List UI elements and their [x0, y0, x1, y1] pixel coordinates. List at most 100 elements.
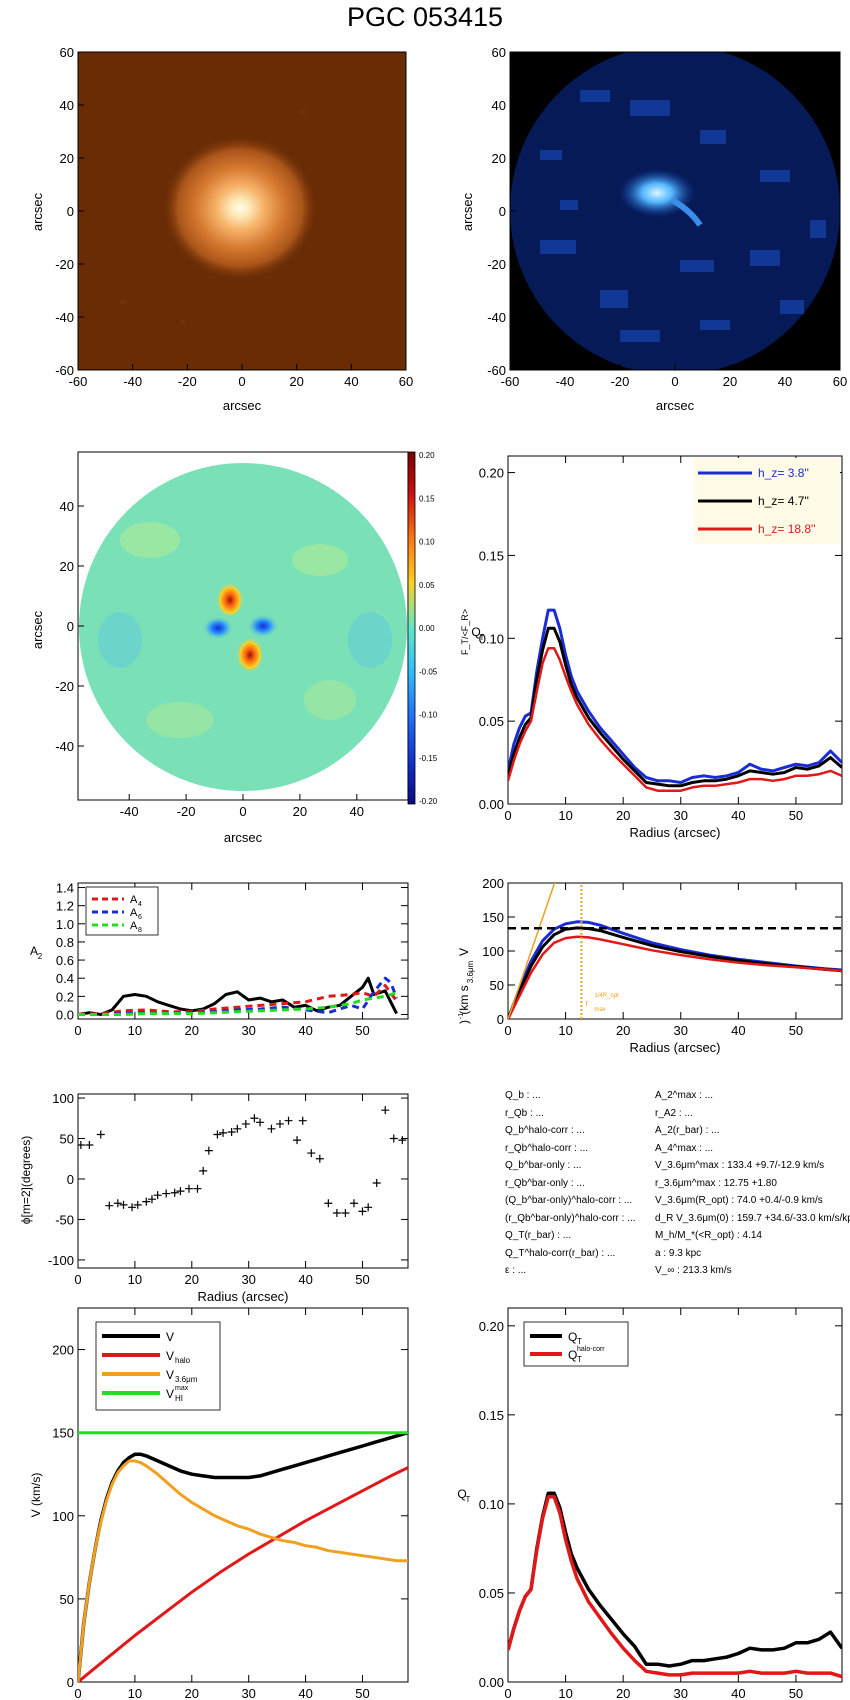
legend-label: A: [130, 907, 138, 919]
y-tick-label: 0: [497, 1012, 504, 1027]
y-tick-label: 0.0: [56, 1007, 74, 1022]
series-line-h-z-18-8-: [508, 646, 842, 792]
x-tick-label: 50: [355, 1686, 369, 1700]
y-tick-label: 0.15: [479, 1408, 504, 1423]
x-tick-label: 20: [185, 1023, 199, 1038]
y-tick-label: 50: [490, 978, 504, 993]
y-tick-label: 0.10: [479, 1497, 504, 1512]
force-ratio-features: [98, 522, 392, 738]
x-tick-label: 10: [128, 1686, 142, 1700]
colorbar-tick-label: 0.10: [419, 538, 435, 547]
colorbar-tick-label: 0.05: [419, 581, 435, 590]
y-tick-label: 0: [499, 204, 506, 219]
x-tick-label: 0: [239, 804, 246, 819]
legend-label-sub: 3.6μm: [175, 1375, 198, 1384]
force-ratio-map-panel: -40 -20 0 20 40 40 20 0 -20 -40 arcsec arcsec 0.2…: [30, 451, 470, 845]
force-ratio-ylabel: arcsec: [30, 610, 45, 649]
scatter-point: [241, 1119, 250, 1128]
table-right-row: r_3.6μm^max : 12.75 +1.80: [655, 1177, 777, 1189]
y-axis-label: V: [457, 948, 471, 956]
x-tick-label: 0: [504, 1686, 511, 1700]
fourier-amplitudes-chart: 0 10 20 30 40 500.00.20.40.60.81.01.21.4A 2A 4A…: [30, 881, 409, 1038]
table-left-row: (r_Qb^bar-only)^halo-corr : ...: [505, 1212, 636, 1224]
y-tick-label: 0: [67, 1172, 74, 1187]
scatter-point: [364, 1203, 373, 1212]
plot-area: [78, 1431, 408, 1682]
legend-label: A: [130, 920, 138, 932]
table-right-row: a : 9.3 kpc: [655, 1247, 702, 1259]
table-left-row: ε : ...: [505, 1265, 527, 1276]
legend-label: A: [130, 894, 138, 906]
colorbar-tick-label: -0.05: [419, 667, 438, 676]
scatter-point: [349, 1199, 358, 1208]
force-ratio-xlabel: arcsec: [224, 830, 263, 845]
colorbar-tick-label: 0.20: [419, 451, 435, 460]
plot-area: [508, 608, 842, 792]
legend-label: V: [166, 1349, 174, 1363]
scatter-point: [381, 1106, 390, 1115]
x-tick-label: -40: [123, 374, 142, 389]
scatter-point: [85, 1140, 94, 1149]
y-tick-label: -40: [55, 739, 74, 754]
x-tick-label: -20: [611, 374, 630, 389]
y-tick-label: -20: [55, 679, 74, 694]
table-left-row: Q_T(r_bar) : ...: [505, 1230, 572, 1241]
disk-image-ylabel: arcsec: [30, 192, 45, 231]
x-tick-label: 40: [298, 1272, 312, 1287]
x-tick-label: 0: [238, 374, 245, 389]
colorbar-label: F_T/<F_R>: [460, 609, 470, 655]
qth-legend-box: [523, 1321, 629, 1367]
disk-image-texture: [120, 110, 306, 324]
y-tick-label: 0: [67, 619, 74, 634]
galaxy-disk: [162, 135, 318, 281]
x-tick-label: 20: [185, 1686, 199, 1700]
colorbar-tick-label: 0.00: [419, 624, 435, 633]
y-tick-label: -100: [48, 1253, 74, 1268]
y-axis-label-sub: 2: [38, 952, 43, 961]
x-tick-label: 40: [298, 1686, 312, 1700]
table-right-row: M_h/M_*(<R_opt) : 4.14: [655, 1230, 762, 1241]
residual-image-ylabel: arcsec: [460, 192, 475, 231]
x-tick-label: 40: [731, 1023, 745, 1038]
legend-label-sub: 6: [138, 914, 142, 921]
table-right-row: V_3.6μm^max : 133.4 +9.7/-12.9 km/s: [655, 1160, 825, 1171]
x-tick-label: 40: [298, 1023, 312, 1038]
x-axis-label: Radius (arcsec): [629, 1040, 720, 1055]
y-axis-label-unit-sup: -1: [458, 1013, 465, 1019]
force-ratio-axes: -40 -20 0 20 40 40 20 0 -20 -40: [55, 499, 364, 819]
y-axis-label-sub: 3.6μm: [466, 960, 475, 983]
x-tick-label: 10: [558, 1023, 572, 1038]
residual-image-axes: -60 -40 -20 0 20 40 60 60 40 20 0 -20 -40 -60: [487, 45, 847, 389]
x-tick-label: 40: [350, 804, 364, 819]
legend-label: Q: [568, 1330, 577, 1344]
scatter-point: [213, 1130, 222, 1139]
x-tick-label: 30: [241, 1686, 255, 1700]
series-line-v: [508, 926, 842, 1019]
table-right-row: A_4^max : ...: [655, 1142, 714, 1154]
y-tick-label: 0.05: [479, 1586, 504, 1601]
scatter-point: [176, 1187, 185, 1196]
table-left-row: Q_b^halo-corr : ...: [505, 1125, 585, 1136]
legend-label-sub: T: [577, 1355, 582, 1364]
scatter-point: [275, 1119, 284, 1128]
colorbar-tick-label: -0.10: [419, 711, 438, 720]
legend-label-sub: 8: [138, 927, 142, 934]
table-right-row: A_2(r_bar) : ...: [655, 1125, 720, 1136]
legend-label: h_z= 3.8'': [758, 466, 809, 480]
x-tick-label: -20: [178, 374, 197, 389]
y-axis-label: ϕ[m=2](degrees): [19, 1136, 33, 1224]
y-tick-label: -20: [55, 257, 74, 272]
x-tick-label: 50: [789, 1686, 803, 1700]
x-tick-label: 40: [778, 374, 792, 389]
x-tick-label: 20: [185, 1272, 199, 1287]
x-tick-label: -20: [177, 804, 196, 819]
scatter-point: [341, 1208, 350, 1217]
y-axis-label-unit: (km s: [457, 985, 471, 1014]
y-tick-label: 40: [60, 499, 74, 514]
x-tick-label: 30: [241, 1023, 255, 1038]
table-right-row: d_R V_3.6μm(0) : 159.7 +34.6/-33.0 km/s/…: [655, 1212, 850, 1224]
